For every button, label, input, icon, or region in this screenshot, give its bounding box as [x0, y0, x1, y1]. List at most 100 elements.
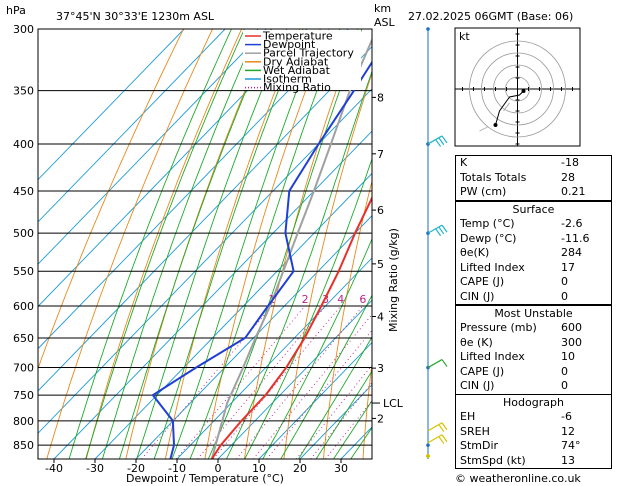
wind-barb-feather: [441, 224, 448, 233]
isotherm-line: [135, 215, 372, 459]
surface-row: Dewp (°C) -11.6: [460, 231, 590, 245]
wet-adiabat-line: [262, 237, 372, 459]
hodo-row: StmSpd (kt) 13: [460, 453, 575, 467]
mu-row: Pressure (mb) 600: [460, 321, 582, 334]
wind-barb: [427, 359, 448, 369]
isotherm-line: [53, 130, 372, 459]
legend-entry: Parcel Trajectory: [263, 47, 354, 60]
wind-barb: [427, 434, 448, 444]
wind-barb: [427, 135, 448, 147]
pressure-tick-label: 700: [13, 362, 34, 375]
mixing-ratio-line: [197, 305, 327, 459]
most-unstable-table: Most Unstable Pressure (mb) 600 θe (K) 300…: [455, 305, 612, 395]
mixing-ratio-label: 2: [302, 293, 309, 306]
copyright: © weatheronline.co.uk: [455, 472, 581, 485]
surface-row: CIN (J) 0: [460, 289, 568, 303]
surface-row: CAPE (J) 0: [460, 275, 568, 288]
hodograph-point: [493, 123, 498, 127]
wind-level-marker: [426, 443, 430, 447]
wind-barb-feather: [438, 226, 445, 235]
wet-adiabat-line: [207, 29, 363, 459]
wet-adiabat-line: [189, 29, 341, 459]
wet-adiabat-line: [244, 157, 372, 459]
mixing-ratio-label: 25: [441, 293, 455, 306]
wet-adiabat-line: [280, 294, 372, 459]
dry-adiabat-line: [46, 29, 213, 459]
mixing-ratio-label: 8: [376, 293, 383, 306]
wet-adiabat-line: [85, 29, 245, 459]
isotherm-line: [258, 341, 372, 459]
height-tick-label: 5: [377, 258, 384, 271]
height-tick-label: 2: [377, 412, 384, 425]
pressure-tick-label: 650: [13, 332, 34, 345]
pressure-gridlines: 300 350 400 450 500 550 600 650 700 750 800 850: [13, 23, 372, 452]
wind-barb-feather: [435, 139, 442, 147]
pressure-tick-label: 300: [13, 23, 34, 36]
mixing-ratio-line: [212, 305, 342, 459]
wet-adiabat-line: [68, 29, 232, 459]
isotherm-line: [38, 29, 226, 223]
mixing-ratio-label: 4: [337, 293, 344, 306]
pressure-tick-label: 750: [13, 389, 34, 402]
dry-adiabat-line: [323, 179, 372, 459]
height-tick-label: 7: [377, 148, 384, 161]
isotherm-line: [38, 29, 349, 350]
wet-adiabat-line: [298, 336, 372, 459]
mixing-ratio-line: [310, 381, 372, 459]
mu-row: CAPE (J) 0: [460, 364, 568, 378]
hodograph-storm-marker: [479, 126, 488, 132]
datetime-title: 27.02.2025 06GMT (Base: 06): [408, 10, 573, 23]
wind-level-marker: [426, 27, 430, 31]
hodograph-title: Hodograph: [503, 396, 564, 409]
pressure-tick-label: 350: [13, 85, 34, 98]
wet-adiabat-line: [118, 29, 273, 459]
mu-row: Lifted Index 10: [460, 350, 575, 363]
dry-adiabat-line: [38, 29, 184, 370]
wind-barb: [427, 224, 448, 237]
mixing-ratio-line: [175, 305, 306, 459]
x-tick-label: 30: [334, 462, 348, 475]
pressure-tick-label: 600: [13, 300, 34, 313]
wind-barb-feather: [438, 137, 445, 146]
wind-barb-feather: [441, 359, 448, 367]
wind-barb-shaft: [427, 434, 443, 444]
wind-level-marker: [426, 454, 430, 458]
wind-barb: [427, 422, 448, 432]
wind-barb-feather: [441, 422, 448, 431]
mixing-ratio-line: [141, 305, 273, 459]
wind-barb-shaft: [427, 422, 443, 432]
mu-row: CIN (J) 0: [460, 379, 568, 392]
wet-adiabat-line: [136, 29, 288, 459]
pressure-tick-label: 800: [13, 415, 34, 428]
parcel-trajectory-line: [210, 37, 372, 459]
wind-barb-feather: [438, 424, 445, 432]
wind-barb-feather: [441, 135, 448, 144]
index-row-totals: Totals Totals 28: [460, 170, 575, 184]
right-unit-top: km: [374, 2, 391, 15]
legend-entry: Mixing Ratio: [263, 81, 331, 94]
mixing-ratio-line: [235, 305, 364, 459]
hodograph-storm-marker: [503, 102, 510, 112]
dewpoint-line: [151, 60, 372, 459]
mixing-ratio-label: 6: [359, 293, 366, 306]
hodograph-trace: [495, 90, 524, 126]
isotherm-line: [38, 45, 372, 392]
legend-entry: Dewpoint: [263, 38, 316, 51]
mixing-ratio-label: 20: [427, 293, 441, 306]
hodo-row: EH -6: [460, 410, 572, 423]
hodo-row: StmDir 74°: [460, 439, 581, 452]
legend-entry: Wet Adiabat: [263, 64, 331, 77]
wind-barb-feather: [438, 436, 445, 444]
legend-entry: Isotherm: [263, 73, 312, 86]
hodograph-table: Hodograph EH -6 SREH 12 StmDir 74° StmSpd (…: [455, 394, 612, 469]
legend-box: [243, 30, 361, 90]
wind-barb-feather: [441, 434, 448, 443]
height-tick-label: 8: [377, 91, 384, 104]
height-tick-label: 4: [377, 310, 384, 323]
index-row-k: K -18: [460, 156, 579, 169]
x-axis-label: Dewpoint / Temperature (°C): [126, 472, 284, 485]
isotherm-line: [217, 299, 372, 459]
wind-barb-feather: [435, 228, 442, 237]
wet-adiabat-line: [153, 29, 304, 459]
